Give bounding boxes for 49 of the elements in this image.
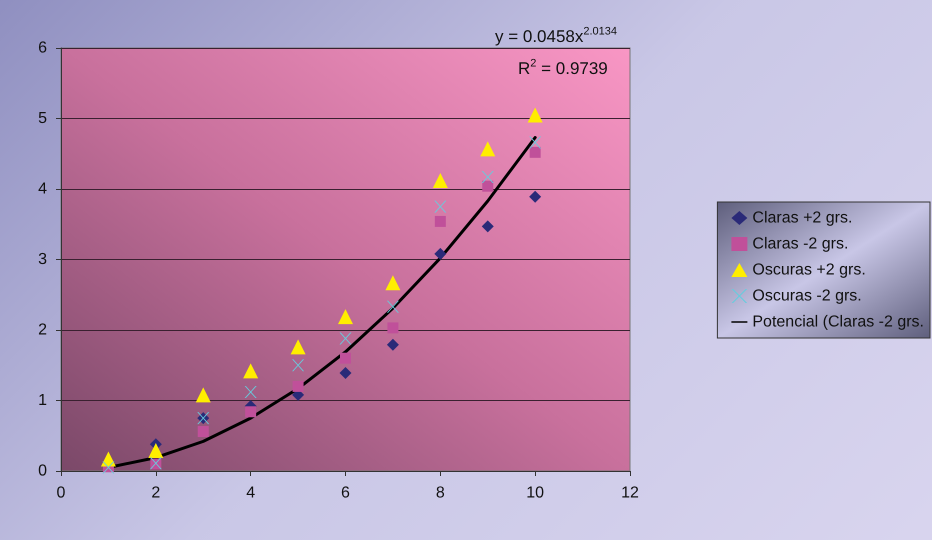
point [340,367,352,380]
point [432,173,448,188]
legend-label: Potencial (Claras -2 grs. [752,314,924,330]
point [530,146,541,158]
y-tick-label: 4 [38,180,48,198]
point [386,338,399,351]
point [528,107,543,122]
x-tick-label: 8 [436,484,445,502]
legend-label: Oscuras +2 grs. [752,262,866,278]
point [482,180,494,192]
point [244,386,257,398]
point [292,359,304,372]
point [340,332,352,344]
x-tick-label: 2 [151,484,160,502]
point [482,220,494,232]
legend-label: Claras -2 grs. [752,236,848,252]
y-tick-label: 3 [38,251,48,268]
point [340,352,351,364]
point [292,380,304,392]
point [529,190,542,203]
point [386,300,399,313]
point [434,200,446,213]
x-tick-label: 0 [56,484,66,502]
y-tick-label: 5 [38,110,48,127]
point [434,248,446,260]
point [243,363,258,378]
x-tick-label: 10 [526,484,544,502]
x-tick-label: 12 [621,484,639,502]
point [196,387,211,402]
x-tick-label: 6 [341,484,350,502]
y-tick-label: 0 [38,462,48,480]
y-tick-label: 2 [38,322,48,338]
point [434,216,446,227]
point [338,309,353,324]
legend-label: Oscuras -2 grs. [752,288,862,304]
point [480,141,496,156]
point [148,443,164,458]
x-tick-label: 4 [246,484,256,502]
point [100,452,116,467]
point [290,339,306,354]
point [198,426,209,438]
point [245,406,256,418]
point [529,136,542,148]
point [482,171,494,184]
y-tick-label: 6 [38,40,48,56]
legend-label: Claras +2 grs. [752,210,852,226]
point [385,275,400,290]
point [387,322,398,334]
y-tick-label: 1 [38,392,48,409]
